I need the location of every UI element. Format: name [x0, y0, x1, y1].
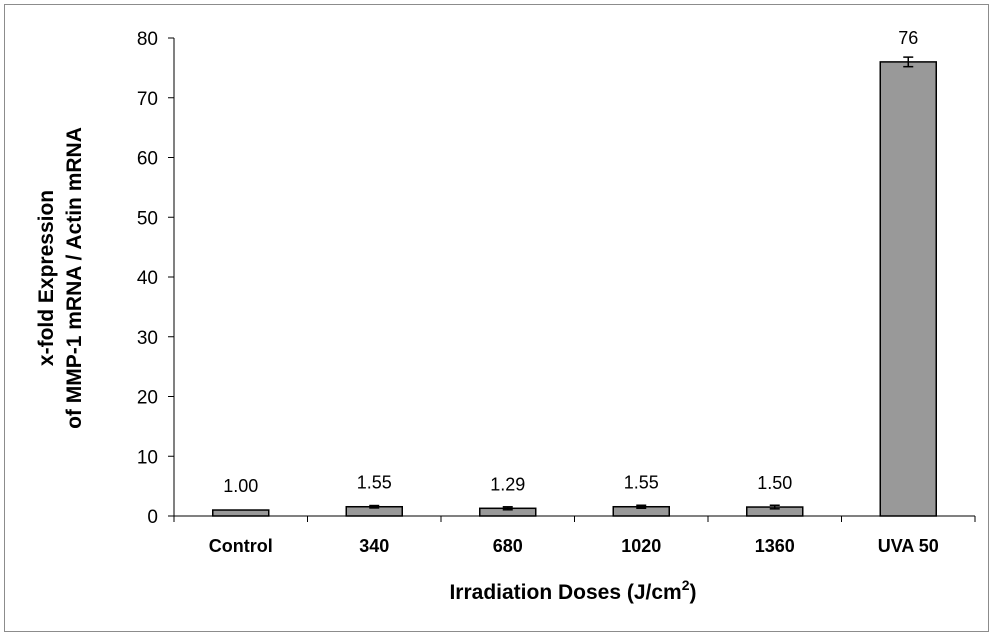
- data-label: 1.55: [624, 473, 659, 493]
- x-category-label: Control: [209, 536, 273, 556]
- y-tick-label: 80: [137, 29, 158, 50]
- error-bar: [502, 506, 513, 511]
- y-tick-label: 10: [137, 447, 158, 468]
- y-tick-label: 0: [147, 507, 158, 528]
- x-category-label: 1020: [621, 536, 661, 556]
- y-axis-title-line1: x-fold Expression: [35, 190, 58, 366]
- y-tick-label: 70: [137, 89, 158, 110]
- y-axis-title: x-fold Expression of MMP-1 mRNA / Actin …: [35, 127, 86, 429]
- error-bar: [903, 56, 914, 68]
- x-category-label: 1360: [755, 536, 795, 556]
- chart-frame: [4, 4, 989, 632]
- y-tick-label: 30: [137, 328, 158, 349]
- x-category-label: UVA 50: [878, 536, 939, 556]
- y-axis-ticks: 0 10 20 30 40 50 60 70 80: [137, 29, 174, 528]
- y-tick-label: 40: [137, 268, 158, 289]
- error-bar: [636, 504, 647, 509]
- x-category-label: 680: [493, 536, 523, 556]
- bars: [212, 61, 937, 517]
- bar: [212, 509, 270, 517]
- bar: [879, 61, 937, 517]
- y-tick-label: 60: [137, 149, 158, 170]
- data-label: 76: [898, 28, 918, 48]
- error-bars: [369, 56, 914, 511]
- data-label: 1.29: [490, 474, 525, 494]
- data-label: 1.55: [357, 473, 392, 493]
- y-tick-label: 50: [137, 208, 158, 229]
- x-axis-title: Irradiation Doses (J/cm2): [449, 577, 696, 604]
- x-axis-categories: Control 340 680 1020 1360 UVA 50: [173, 516, 976, 556]
- error-bar: [369, 504, 380, 509]
- error-bar: [769, 504, 780, 510]
- data-labels: 1.00 1.55 1.29 1.55 1.50 76: [223, 28, 918, 496]
- data-label: 1.00: [223, 476, 258, 496]
- y-tick-label: 20: [137, 388, 158, 409]
- x-category-label: 340: [359, 536, 389, 556]
- y-axis-title-line2: of MMP-1 mRNA / Actin mRNA: [63, 127, 86, 429]
- data-label: 1.50: [757, 473, 792, 493]
